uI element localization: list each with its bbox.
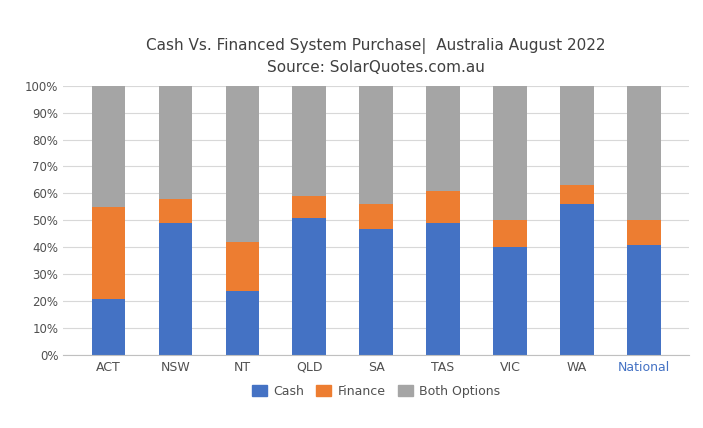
Bar (359, 86, 393, 204)
Bar (226, 86, 259, 242)
Bar (91, 299, 125, 355)
Bar (292, 218, 326, 355)
Bar (426, 191, 460, 223)
Bar (359, 229, 393, 355)
Title: Cash Vs. Financed System Purchase|  Australia August 2022
Source: SolarQuotes.co: Cash Vs. Financed System Purchase| Austr… (146, 38, 606, 75)
Legend: Cash, Finance, Both Options: Cash, Finance, Both Options (247, 380, 505, 403)
Bar (426, 86, 460, 191)
Bar (159, 86, 192, 199)
Bar (560, 204, 593, 355)
Bar (91, 86, 125, 207)
Bar (159, 199, 192, 223)
Bar (359, 204, 393, 229)
Bar (91, 207, 125, 299)
Bar (494, 247, 527, 355)
Bar (226, 242, 259, 291)
Bar (560, 185, 593, 204)
Bar (292, 86, 326, 196)
Bar (292, 196, 326, 218)
Bar (627, 245, 661, 355)
Bar (494, 220, 527, 247)
Bar (627, 86, 661, 220)
Bar (560, 86, 593, 185)
Bar (627, 220, 661, 245)
Bar (159, 223, 192, 355)
Bar (426, 223, 460, 355)
Bar (494, 86, 527, 220)
Bar (226, 291, 259, 355)
